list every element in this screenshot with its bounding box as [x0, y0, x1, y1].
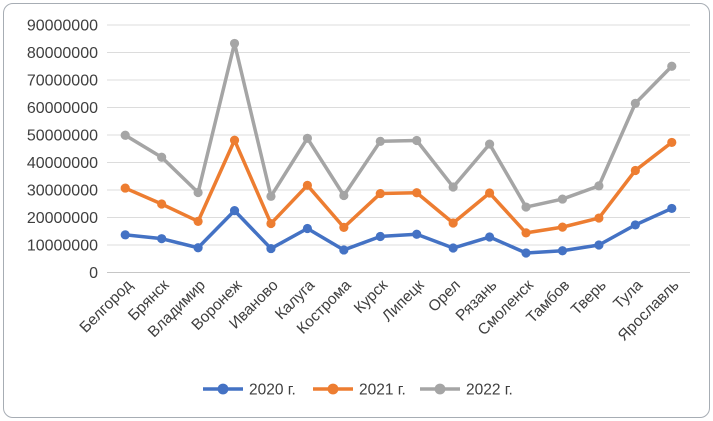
y-axis-tick-label: 10000000 [27, 238, 98, 255]
y-axis-tick-label: 90000000 [27, 18, 98, 35]
legend-item: 2020 г. [203, 382, 296, 399]
data-point-marker [630, 98, 640, 108]
data-point-marker [157, 199, 167, 209]
y-axis-tick-labels: 0 10000000 20000000 30000000 40000000 5000000… [27, 18, 98, 283]
data-point-marker [193, 187, 203, 198]
y-axis-tick-label: 50000000 [27, 128, 98, 145]
data-point-marker [339, 190, 349, 201]
data-point-marker [521, 202, 531, 212]
data-point-marker [120, 183, 130, 193]
data-point-marker [557, 246, 568, 256]
data-point-marker [448, 218, 458, 228]
data-point-marker [120, 130, 130, 140]
data-point-marker [484, 188, 495, 198]
data-point-marker [594, 181, 604, 191]
y-axis-tick-label: 70000000 [27, 73, 98, 90]
x-axis-tick-label: Липецк [379, 277, 428, 326]
data-point-marker [448, 182, 458, 192]
data-point-marker [557, 194, 568, 204]
x-axis-tick-label: Белгород [77, 277, 137, 337]
data-point-marker [375, 188, 385, 199]
series-line [123, 206, 674, 255]
x-axis-tick-labels: БелгородБрянскВладимирВоронежИвановоКалу… [77, 276, 683, 344]
chart-legend: 2020 г. 2021 г. 2022 г. [203, 382, 513, 399]
data-point-marker [120, 230, 130, 240]
data-point-marker [667, 203, 677, 214]
data-point-marker [412, 229, 422, 239]
data-point-marker [339, 245, 349, 255]
legend-label: 2022 г. [466, 382, 513, 399]
data-point-marker [302, 223, 313, 234]
legend-point-marker [217, 383, 229, 395]
data-point-marker [302, 133, 313, 143]
gridlines [107, 24, 690, 273]
series-2021 [120, 135, 677, 238]
legend-label: 2020 г. [249, 382, 296, 399]
x-axis-tick-label: Тверь [568, 277, 610, 319]
data-point-marker [667, 61, 677, 71]
y-axis-tick-label: 80000000 [27, 45, 98, 62]
data-point-marker [375, 231, 385, 242]
data-point-marker [157, 152, 167, 162]
y-axis-tick-label: 60000000 [27, 100, 98, 117]
data-point-marker [521, 248, 531, 258]
legend-point-marker [327, 383, 339, 395]
data-point-marker [302, 180, 313, 190]
data-point-marker [229, 206, 240, 216]
data-point-marker [667, 137, 677, 148]
data-point-marker [448, 243, 458, 253]
data-point-marker [229, 135, 240, 145]
data-point-marker [229, 38, 240, 49]
data-point-marker [484, 232, 495, 242]
series-line [123, 41, 674, 209]
data-point-marker [630, 220, 640, 230]
series-2020 [120, 203, 677, 258]
data-point-marker [266, 243, 276, 254]
legend-label: 2021 г. [359, 382, 406, 399]
y-axis-tick-label: 0 [89, 265, 98, 282]
y-axis-tick-label: 20000000 [27, 210, 98, 227]
data-point-marker [557, 222, 568, 232]
data-point-marker [339, 222, 349, 232]
data-point-marker [521, 228, 531, 238]
data-point-marker [630, 165, 640, 176]
data-point-marker [266, 191, 276, 201]
data-point-marker [157, 234, 167, 244]
data-point-marker [412, 135, 422, 146]
y-axis-tick-label: 30000000 [27, 183, 98, 200]
series-2022 [120, 38, 677, 212]
data-point-marker [412, 188, 422, 198]
y-axis-tick-label: 40000000 [27, 155, 98, 172]
data-point-marker [266, 218, 276, 229]
series-line [123, 138, 674, 235]
legend-item: 2021 г. [313, 382, 406, 399]
data-point-marker [375, 136, 385, 146]
data-point-marker [594, 240, 604, 250]
data-point-marker [594, 213, 604, 223]
legend-point-marker [434, 383, 446, 395]
data-point-marker [193, 243, 203, 253]
data-point-marker [484, 139, 495, 149]
data-point-marker [193, 216, 203, 226]
legend-item: 2022 г. [420, 382, 513, 399]
